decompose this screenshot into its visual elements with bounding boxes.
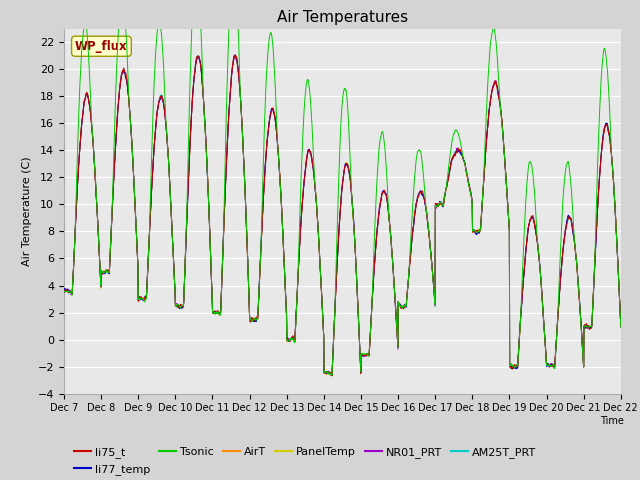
li77_temp: [505, 216, 513, 222]
li77_temp: [216, 311, 223, 316]
li75_t: [60, 288, 68, 294]
li77_temp: [568, 222, 576, 228]
PanelTemp: [584, 323, 591, 328]
li77_temp: [60, 287, 68, 293]
AirT: [617, 324, 625, 329]
AM25T_PRT: [324, 372, 332, 377]
PanelTemp: [505, 215, 513, 221]
NR01_PRT: [60, 290, 68, 296]
Y-axis label: Air Temperature (C): Air Temperature (C): [22, 156, 32, 266]
AM25T_PRT: [60, 288, 68, 294]
li75_t: [328, 372, 336, 378]
Line: AM25T_PRT: AM25T_PRT: [64, 55, 621, 374]
AirT: [568, 221, 576, 227]
PanelTemp: [216, 309, 223, 314]
li75_t: [568, 222, 576, 228]
AirT: [584, 324, 591, 330]
li75_t: [359, 351, 367, 357]
AirT: [359, 352, 367, 358]
NR01_PRT: [584, 323, 591, 328]
NR01_PRT: [328, 372, 336, 378]
Tsonic: [568, 197, 576, 203]
Line: li75_t: li75_t: [64, 56, 621, 375]
PanelTemp: [328, 372, 335, 378]
NR01_PRT: [359, 353, 367, 359]
NR01_PRT: [568, 224, 576, 229]
AM25T_PRT: [568, 222, 576, 228]
li77_temp: [371, 253, 379, 259]
Tsonic: [617, 324, 625, 330]
PanelTemp: [231, 52, 239, 58]
Line: AirT: AirT: [64, 55, 621, 376]
li77_temp: [617, 324, 625, 330]
AM25T_PRT: [505, 214, 513, 220]
AirT: [505, 215, 513, 221]
Tsonic: [60, 289, 68, 295]
PanelTemp: [371, 254, 379, 260]
Line: li77_temp: li77_temp: [64, 55, 621, 376]
PanelTemp: [617, 324, 625, 330]
NR01_PRT: [216, 311, 223, 316]
li77_temp: [584, 324, 591, 330]
li75_t: [371, 253, 379, 259]
Tsonic: [505, 216, 513, 221]
li75_t: [584, 323, 591, 329]
AM25T_PRT: [584, 324, 591, 330]
NR01_PRT: [505, 215, 513, 221]
Tsonic: [359, 351, 367, 357]
li75_t: [216, 311, 223, 316]
Line: Tsonic: Tsonic: [64, 0, 621, 375]
li77_temp: [359, 352, 367, 358]
NR01_PRT: [617, 324, 625, 330]
AM25T_PRT: [371, 254, 379, 260]
Tsonic: [216, 311, 223, 317]
PanelTemp: [568, 223, 576, 228]
NR01_PRT: [232, 52, 239, 58]
Tsonic: [371, 220, 379, 226]
AM25T_PRT: [195, 52, 202, 58]
PanelTemp: [359, 353, 367, 359]
Legend: li75_t, li77_temp, Tsonic, AirT, PanelTemp, NR01_PRT, AM25T_PRT: li75_t, li77_temp, Tsonic, AirT, PanelTe…: [70, 443, 541, 479]
li77_temp: [328, 373, 336, 379]
Tsonic: [328, 372, 336, 378]
li75_t: [231, 53, 239, 59]
PanelTemp: [60, 288, 68, 294]
Tsonic: [584, 324, 591, 330]
li77_temp: [231, 52, 239, 58]
NR01_PRT: [371, 255, 379, 261]
li75_t: [505, 216, 513, 222]
Line: NR01_PRT: NR01_PRT: [64, 55, 621, 375]
Text: WP_flux: WP_flux: [75, 40, 128, 53]
AM25T_PRT: [617, 324, 625, 330]
AM25T_PRT: [216, 310, 223, 315]
AirT: [216, 309, 223, 315]
Title: Air Temperatures: Air Temperatures: [277, 10, 408, 25]
AirT: [60, 289, 68, 295]
AM25T_PRT: [359, 352, 367, 358]
AirT: [328, 373, 336, 379]
AirT: [231, 52, 239, 58]
Line: PanelTemp: PanelTemp: [64, 55, 621, 375]
Text: Time: Time: [600, 416, 623, 426]
li75_t: [617, 323, 625, 329]
AirT: [371, 255, 379, 261]
